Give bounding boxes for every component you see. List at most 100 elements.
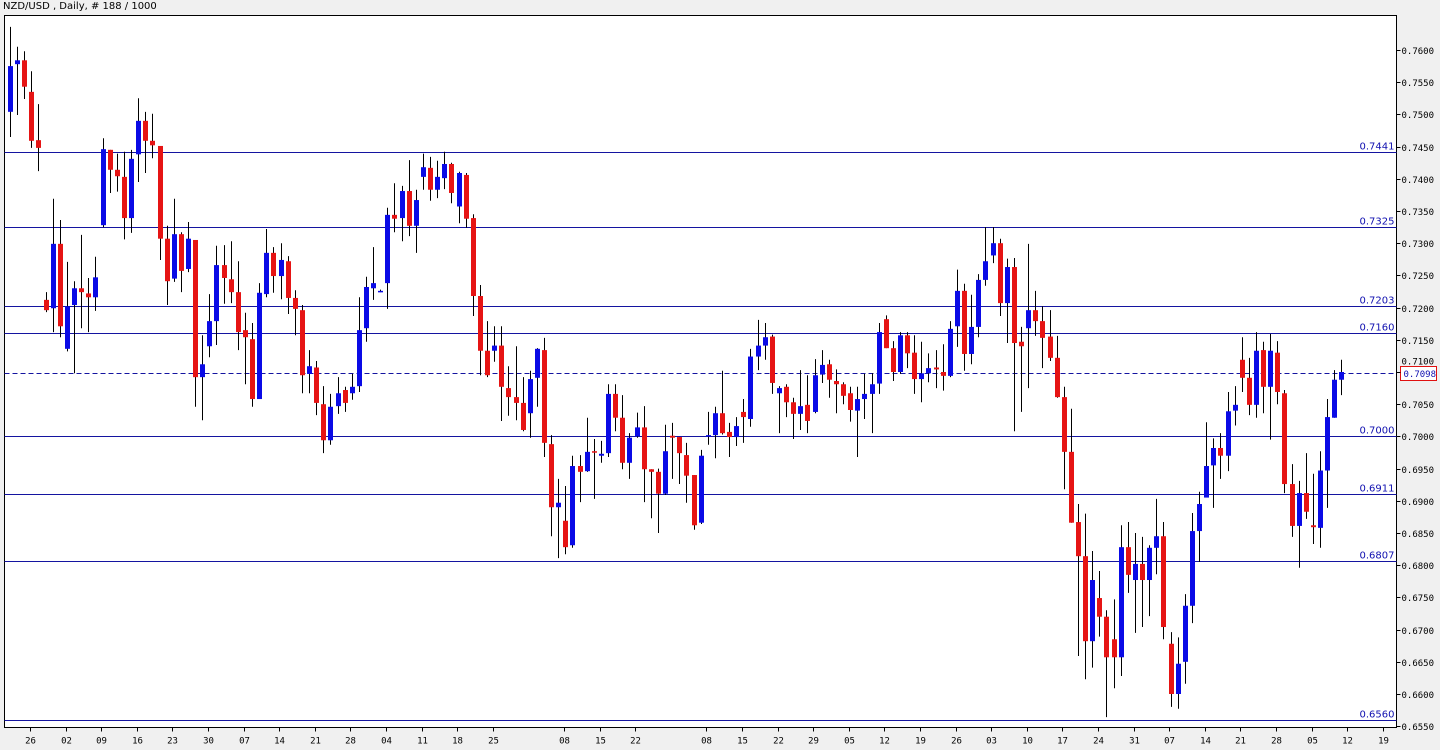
candle-0 [8,26,13,137]
candle-103 [741,399,746,443]
candle-173 [1240,337,1245,392]
candle-179 [1282,390,1287,494]
candle-body [108,149,113,170]
candle-114 [820,350,825,383]
candle-body [58,243,63,327]
candle-body [642,427,647,470]
candle-body [165,238,170,282]
x-tick-label: 12 [879,737,890,747]
candle-116 [834,369,839,414]
candle-58 [421,153,426,190]
candle-113 [813,359,818,414]
candle-174 [1247,357,1252,416]
candle-body [727,431,732,438]
candle-body [1226,411,1231,456]
candle-body [948,328,953,376]
candle-135 [969,294,974,365]
candle-body [827,364,832,380]
candle-body [1325,417,1330,471]
candle-body [706,435,711,437]
candle-body [1133,563,1138,581]
candle-148 [1062,386,1067,490]
candle-4 [36,104,41,172]
candle-186 [1332,370,1337,418]
candle-body [1275,352,1280,392]
candle-body [158,145,163,239]
candle-body [279,259,284,277]
y-tick-label: 0.7000 [1402,433,1435,443]
candle-151 [1083,513,1088,680]
candle-body [1297,493,1302,526]
candle-124 [891,341,896,382]
candle-142 [1019,326,1024,412]
candle-body [599,453,604,456]
candle-56 [407,160,412,237]
candle-132 [948,321,953,378]
candle-34 [250,323,255,407]
candle-131 [941,344,946,391]
candle-87 [627,433,632,479]
candle-101 [727,422,732,458]
candle-41 [300,305,305,394]
candle-body [136,120,141,155]
y-tick-label: 0.7300 [1402,240,1435,250]
candle-77 [556,478,561,559]
candle-158 [1133,533,1138,633]
candle-9 [72,281,77,374]
candle-133 [955,269,960,347]
x-tick-label: 08 [559,737,570,747]
level-label: 0.7000 [1360,426,1395,437]
candle-45 [328,393,333,445]
candle-body [101,149,106,226]
candle-body [813,375,818,412]
candle-59 [428,156,433,201]
candle-body [1126,547,1131,575]
x-tick-label: 25 [488,737,499,747]
candle-129 [926,353,931,383]
candle-65 [471,214,476,316]
x-tick-label: 30 [203,737,214,747]
candle-body [656,471,661,494]
candle-body [286,261,291,298]
candle-body [229,279,234,293]
candle-117 [841,382,846,405]
candle-body [51,243,56,309]
candle-139 [998,238,1003,316]
candle-98 [706,411,711,445]
x-tick-label: 29 [808,737,819,747]
candle-147 [1055,335,1060,398]
candle-body [378,290,383,293]
candle-body [1026,310,1031,329]
y-tick-label: 0.6600 [1402,691,1435,701]
candle-36 [264,229,269,298]
candle-70 [506,366,511,416]
candle-6 [51,198,56,333]
candle-149 [1069,408,1074,523]
y-tick-label: 0.7050 [1402,401,1435,411]
candle-body [1240,359,1245,378]
y-tick-label: 0.6950 [1402,466,1435,476]
candle-3 [29,71,34,148]
candle-body [400,191,405,219]
candle-body [763,337,768,346]
candle-169 [1211,438,1216,508]
candle-14 [108,149,113,193]
candle-1 [15,46,20,116]
x-tick-label: 10 [1022,737,1033,747]
candle-52 [378,289,383,293]
candle-106 [763,323,768,360]
candle-37 [271,247,276,293]
candle-body [1254,350,1259,405]
candle-138 [991,227,996,264]
candle-body [756,345,761,357]
candle-165 [1183,594,1188,684]
candle-body [492,345,497,351]
candle-100 [720,370,725,435]
candle-body [1033,310,1038,322]
candle-body [271,252,276,277]
x-tick-label: 18 [452,737,463,747]
candle-body [1211,447,1216,466]
candle-163 [1169,632,1174,707]
candle-146 [1048,310,1053,362]
